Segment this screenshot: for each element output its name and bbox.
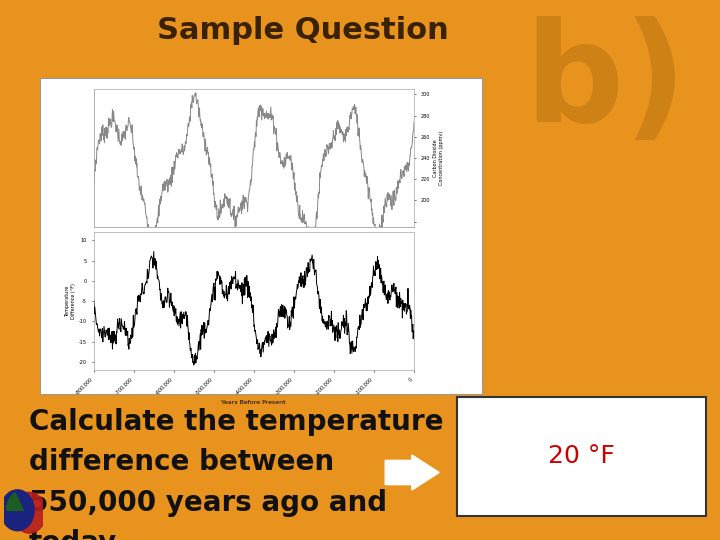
Text: difference between: difference between	[29, 448, 334, 476]
Text: 20 °F: 20 °F	[549, 444, 615, 468]
FancyArrow shape	[385, 455, 439, 490]
Wedge shape	[6, 492, 23, 510]
FancyBboxPatch shape	[40, 78, 482, 394]
Text: 550,000 years ago and: 550,000 years ago and	[29, 489, 387, 517]
Circle shape	[1, 490, 34, 531]
Text: today.: today.	[29, 529, 125, 540]
Text: b): b)	[525, 16, 688, 151]
Circle shape	[13, 492, 46, 533]
X-axis label: Years Before Present: Years Before Present	[222, 400, 286, 405]
Text: Calculate the temperature: Calculate the temperature	[29, 408, 444, 436]
Y-axis label: Temperature
Difference (°F): Temperature Difference (°F)	[65, 283, 76, 319]
Text: Sample Question: Sample Question	[156, 16, 449, 45]
Y-axis label: Carbon Dioxide
Concentration (ppmv): Carbon Dioxide Concentration (ppmv)	[433, 131, 444, 185]
FancyBboxPatch shape	[457, 397, 706, 516]
